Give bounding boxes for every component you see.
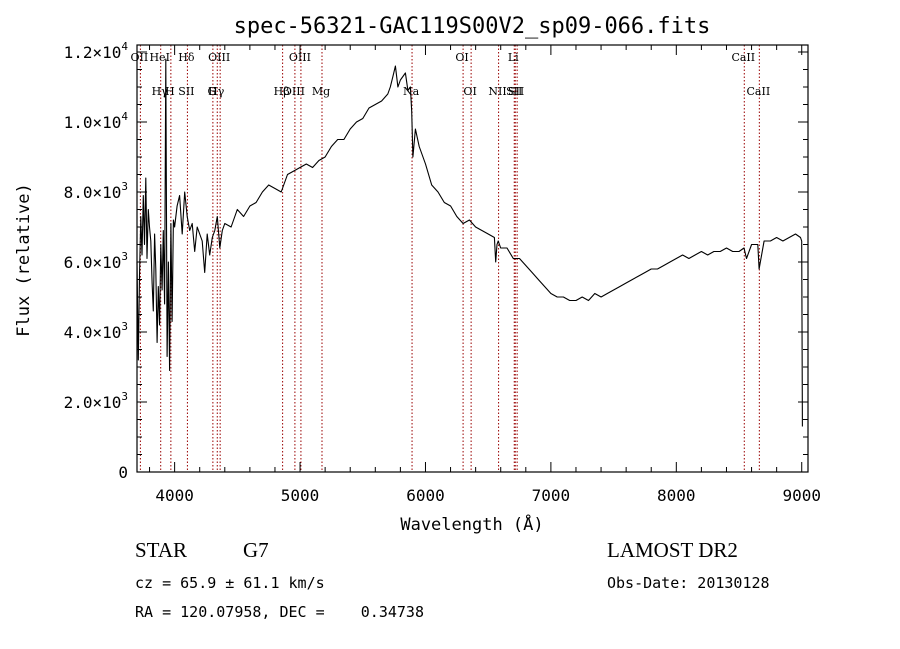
redshift-velocity: cz = 65.9 ± 61.1 km/s bbox=[135, 574, 325, 592]
line-label-lower: Hγ bbox=[208, 85, 225, 98]
x-tick-label: 8000 bbox=[657, 486, 696, 505]
line-label-upper: Li bbox=[508, 51, 519, 64]
line-label-lower: SII bbox=[178, 85, 194, 98]
line-label-upper: OI bbox=[455, 51, 468, 64]
y-tick-label: 0 bbox=[118, 463, 128, 482]
line-label-lower: Mg bbox=[312, 85, 330, 98]
y-tick-label: 1.0×104 bbox=[64, 110, 129, 132]
x-axis-ticks: 4000 5000 6000 7000 8000 9000 bbox=[149, 45, 821, 505]
x-tick-label: 4000 bbox=[155, 486, 194, 505]
object-subclass: G7 bbox=[243, 538, 269, 562]
y-tick-label: 4.0×103 bbox=[64, 320, 128, 342]
observation-date: Obs-Date: 20130128 bbox=[607, 574, 770, 592]
x-tick-label: 5000 bbox=[281, 486, 320, 505]
line-label-upper: HeI bbox=[149, 51, 169, 64]
line-label-lower: NII bbox=[488, 85, 506, 98]
line-label-upper: OII bbox=[131, 51, 149, 64]
x-tick-label: 9000 bbox=[782, 486, 821, 505]
x-tick-label: 6000 bbox=[406, 486, 445, 505]
x-axis-label: Wavelength (Å) bbox=[400, 513, 543, 535]
line-label-upper: CaII bbox=[731, 51, 755, 64]
line-label-lower: Hβ bbox=[274, 85, 290, 98]
line-label-lower: SII bbox=[508, 85, 524, 98]
line-label-lower: H bbox=[165, 85, 175, 98]
y-tick-label: 6.0×103 bbox=[64, 250, 128, 272]
line-label-lower: OI bbox=[463, 85, 476, 98]
y-tick-label: 1.2×104 bbox=[64, 40, 129, 62]
line-label-upper: Hδ bbox=[178, 51, 195, 64]
plot-frame bbox=[136, 44, 809, 473]
line-label-upper: OIII bbox=[289, 51, 311, 64]
line-label-lower: OIII bbox=[283, 85, 305, 98]
y-axis-ticks: 0 2.0×103 4.0×103 6.0×103 8.0×103 1.0×104 1.2×… bbox=[64, 40, 808, 482]
survey-name: LAMOST DR2 bbox=[607, 538, 738, 562]
line-label-upper: OIII bbox=[208, 51, 230, 64]
chart-title: spec-56321-GAC119S00V2_sp09-066.fits bbox=[234, 14, 711, 39]
line-label-lower: G bbox=[207, 85, 216, 98]
spectrum-series-line bbox=[136, 58, 803, 427]
ra-dec-coordinates: RA = 120.07958, DEC = 0.34738 bbox=[135, 603, 424, 621]
y-tick-label: 2.0×103 bbox=[64, 390, 128, 412]
spectral-line-markers bbox=[139, 45, 760, 472]
y-tick-label: 8.0×103 bbox=[64, 180, 128, 202]
object-class: STAR bbox=[135, 538, 187, 562]
x-tick-label: 7000 bbox=[532, 486, 571, 505]
y-axis-label: Flux (relative) bbox=[14, 183, 34, 337]
line-label-lower: SII bbox=[506, 85, 522, 98]
line-label-lower: Hγ bbox=[152, 85, 169, 98]
line-label-lower: CaII bbox=[747, 85, 771, 98]
